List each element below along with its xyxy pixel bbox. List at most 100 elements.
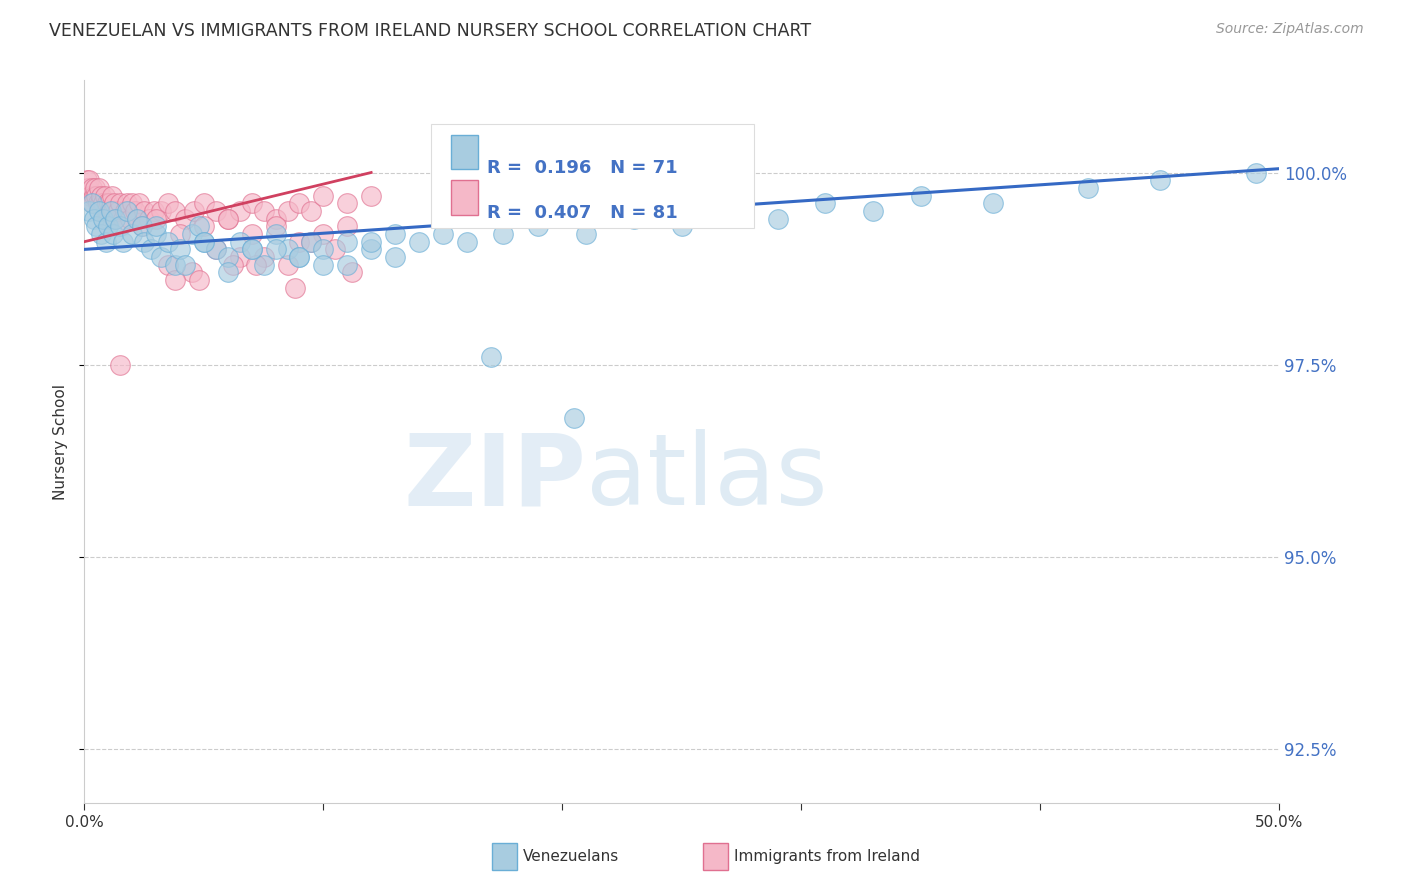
Point [188,219,211,234]
Point [188,273,211,287]
Point [408,235,430,249]
Point [301,203,323,218]
Point [89,196,111,211]
Point [111,211,134,226]
Point [181,227,204,241]
Point [181,265,204,279]
Point [288,250,311,264]
Point [862,203,884,218]
Point [312,227,335,241]
Text: R =  0.196   N = 71: R = 0.196 N = 71 [486,159,678,177]
Point [104,211,127,226]
Point [384,250,406,264]
Point [384,227,406,241]
Point [229,250,252,264]
Point [169,227,191,241]
Point [93,211,115,226]
Point [766,211,789,226]
Point [121,227,143,241]
Point [84,181,107,195]
Text: atlas: atlas [586,429,828,526]
Point [981,196,1004,211]
Point [101,227,124,241]
Point [149,203,172,218]
Point [264,211,287,226]
Point [104,211,127,226]
Point [124,203,146,218]
Point [125,211,148,226]
Point [205,203,228,218]
Point [90,188,112,202]
Point [77,203,100,218]
Point [564,411,586,425]
Point [277,243,299,257]
Point [91,203,114,218]
Point [145,211,167,226]
Point [301,235,323,249]
Point [94,203,117,218]
Point [98,196,121,211]
Point [1077,181,1099,195]
Point [240,227,263,241]
Point [157,235,180,249]
Text: R =  0.407   N = 81: R = 0.407 N = 81 [486,204,678,222]
Point [101,203,124,218]
Point [132,235,156,249]
Text: Venezuelans: Venezuelans [523,849,619,863]
Point [229,203,252,218]
Point [173,258,195,272]
Bar [451,135,478,169]
Point [100,203,122,218]
Point [96,196,118,211]
Point [240,196,263,211]
Point [205,243,228,257]
Point [125,211,148,226]
Point [205,243,228,257]
Point [253,250,276,264]
Point [814,196,837,211]
Point [229,235,252,249]
Point [432,227,454,241]
Point [86,188,108,202]
Point [277,258,299,272]
Point [718,203,741,218]
Point [110,219,132,234]
Point [325,243,347,257]
Point [142,203,165,218]
Point [360,188,382,202]
Point [118,211,141,226]
Point [360,243,382,257]
Point [253,258,276,272]
Point [114,203,136,218]
Point [87,203,110,218]
Point [77,181,100,195]
Point [479,350,502,364]
Point [264,219,287,234]
Point [253,203,276,218]
Point [623,211,645,226]
Text: VENEZUELAN VS IMMIGRANTS FROM IRELAND NURSERY SCHOOL CORRELATION CHART: VENEZUELAN VS IMMIGRANTS FROM IRELAND NU… [49,22,811,40]
Point [79,188,101,202]
Point [277,203,299,218]
Point [86,219,108,234]
Point [1149,173,1171,187]
Point [165,273,187,287]
FancyBboxPatch shape [432,124,754,228]
Point [527,219,550,234]
Text: Source: ZipAtlas.com: Source: ZipAtlas.com [1216,22,1364,37]
Point [193,235,215,249]
Point [131,219,153,234]
Point [264,243,287,257]
Point [245,258,267,272]
Point [100,203,122,218]
Point [173,211,195,226]
Point [1244,165,1267,179]
Point [110,358,132,372]
Text: ZIP: ZIP [404,429,586,526]
Point [240,243,263,257]
Point [336,219,359,234]
Point [264,227,287,241]
Point [157,258,180,272]
Point [97,211,120,226]
Point [193,196,215,211]
